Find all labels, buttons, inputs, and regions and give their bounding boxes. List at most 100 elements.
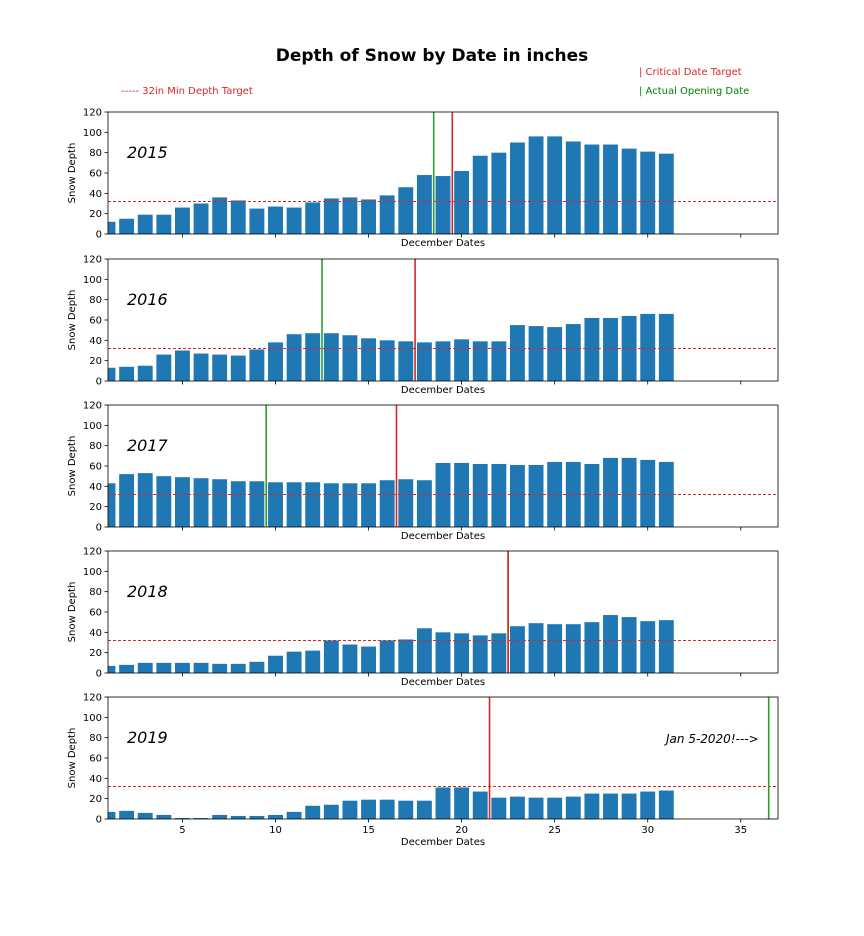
y-tick-label: 60	[89, 754, 102, 765]
y-tick-label: 0	[96, 815, 102, 826]
bar	[361, 483, 376, 527]
bar	[249, 661, 265, 673]
bar	[584, 622, 600, 673]
bar	[398, 341, 414, 381]
bar	[379, 480, 395, 527]
bar	[491, 797, 507, 819]
bar	[175, 477, 190, 527]
bar	[305, 333, 321, 381]
bar	[305, 805, 321, 819]
panel-2016: 0 20 40 60 80 100 120 December Dates Snow Depth 2…	[67, 255, 779, 396]
y-tick-label: 20	[89, 794, 102, 805]
y-axis-label: Snow Depth	[67, 436, 78, 497]
bar	[175, 207, 190, 234]
bar	[398, 479, 414, 527]
year-label: 2018	[127, 582, 168, 601]
bar	[361, 799, 376, 819]
bar	[603, 615, 618, 673]
bar	[658, 313, 674, 381]
bar	[108, 483, 116, 527]
x-axis-label: December Dates	[401, 531, 485, 542]
bar	[379, 195, 395, 234]
bar	[472, 791, 488, 819]
bar	[621, 457, 637, 527]
y-tick-label: 100	[83, 713, 102, 724]
bar	[416, 175, 432, 234]
bar	[212, 663, 228, 673]
x-tick-label: 25	[548, 825, 561, 836]
bar	[454, 462, 470, 527]
chart-title: Depth of Snow by Date in inches	[276, 46, 589, 66]
y-tick-label: 100	[83, 421, 102, 432]
bar	[435, 341, 451, 381]
bar	[565, 141, 581, 234]
bar	[305, 202, 321, 234]
bar	[175, 817, 190, 819]
y-tick-label: 0	[96, 669, 102, 680]
bar	[156, 814, 172, 819]
bar	[640, 313, 656, 381]
bar	[249, 208, 265, 234]
y-tick-label: 100	[83, 128, 102, 139]
bar	[286, 651, 302, 673]
bar	[416, 480, 432, 527]
plot-area	[108, 405, 778, 527]
panel-2018: 0 20 40 60 80 100 120 December Dates Snow Depth 2…	[67, 547, 779, 688]
bar	[323, 483, 339, 527]
bar	[108, 665, 116, 673]
bar	[621, 148, 637, 234]
y-tick-label: 40	[89, 336, 102, 347]
bar	[584, 144, 600, 234]
bar	[193, 478, 209, 527]
bar	[435, 176, 451, 234]
bar	[640, 151, 656, 234]
plot-area	[108, 551, 778, 673]
bar	[342, 483, 358, 527]
y-tick-label: 80	[89, 148, 102, 159]
bar	[156, 662, 172, 673]
legend-critical-date: | Critical Date Target	[639, 67, 742, 78]
x-axis-label: December Dates	[401, 385, 485, 396]
x-tick-label: 20	[455, 825, 468, 836]
bar	[621, 793, 637, 819]
bar	[510, 626, 525, 673]
bar	[491, 633, 507, 673]
bar	[249, 481, 265, 527]
y-tick-label: 80	[89, 733, 102, 744]
bar	[342, 335, 358, 381]
bar	[472, 635, 488, 673]
bar	[212, 197, 228, 234]
y-tick-label: 0	[96, 377, 102, 388]
year-label: 2015	[127, 143, 168, 162]
bar	[640, 459, 656, 527]
bar	[528, 326, 544, 381]
bar	[379, 799, 395, 819]
bar	[230, 200, 246, 234]
bar	[156, 214, 172, 234]
bar	[286, 482, 302, 527]
bar	[212, 479, 228, 527]
bar	[193, 353, 209, 381]
bar	[175, 350, 190, 381]
y-tick-label: 0	[96, 523, 102, 534]
bar	[268, 482, 283, 527]
bar	[454, 787, 470, 819]
bar	[108, 221, 116, 234]
y-tick-label: 40	[89, 774, 102, 785]
bar	[323, 333, 339, 381]
bar	[212, 814, 228, 819]
bar	[435, 632, 451, 673]
bar	[137, 662, 153, 673]
year-label: 2017	[127, 436, 169, 455]
bar	[603, 457, 618, 527]
bar	[584, 317, 600, 381]
bar	[565, 624, 581, 673]
bar	[108, 811, 116, 819]
bar	[175, 662, 190, 673]
bar	[379, 340, 395, 381]
annotation-opening-date: Jan 5-2020!--->	[664, 732, 759, 746]
bar	[137, 365, 153, 381]
bar	[510, 796, 525, 819]
bar	[547, 624, 563, 673]
bar	[193, 203, 209, 234]
